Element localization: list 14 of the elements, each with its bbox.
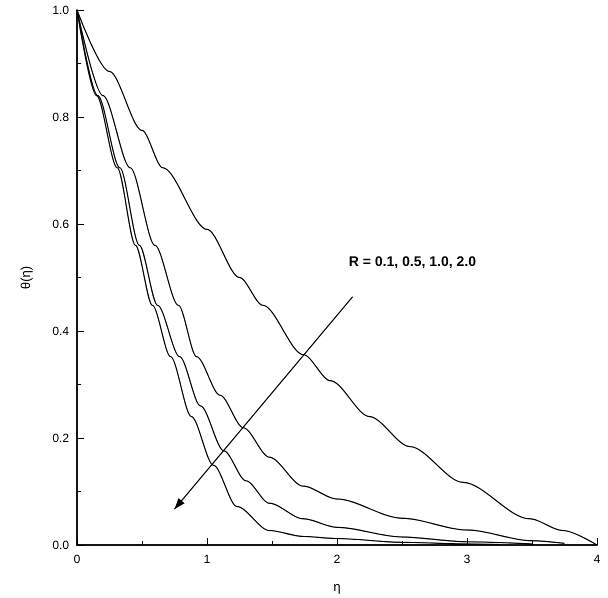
- y-tick-label: 0.6: [52, 217, 70, 231]
- x-tick-label: 3: [464, 552, 471, 566]
- y-tick-label: 0.0: [52, 538, 70, 552]
- annotation: R = 0.1, 0.5, 1.0, 2.0: [348, 253, 476, 270]
- x-tick-label: 4: [594, 552, 601, 566]
- y-tick-label: 0.2: [52, 431, 70, 445]
- y-tick-label: 0.4: [52, 324, 70, 338]
- y-axis-title: θ(η): [18, 266, 33, 290]
- y-tick-label: 0.8: [52, 110, 70, 124]
- x-axis-title: η: [333, 579, 341, 594]
- x-tick-label: 0: [74, 552, 81, 566]
- y-tick-label: 1.0: [52, 3, 70, 17]
- x-tick-label: 1: [204, 552, 211, 566]
- x-tick-label: 2: [334, 552, 341, 566]
